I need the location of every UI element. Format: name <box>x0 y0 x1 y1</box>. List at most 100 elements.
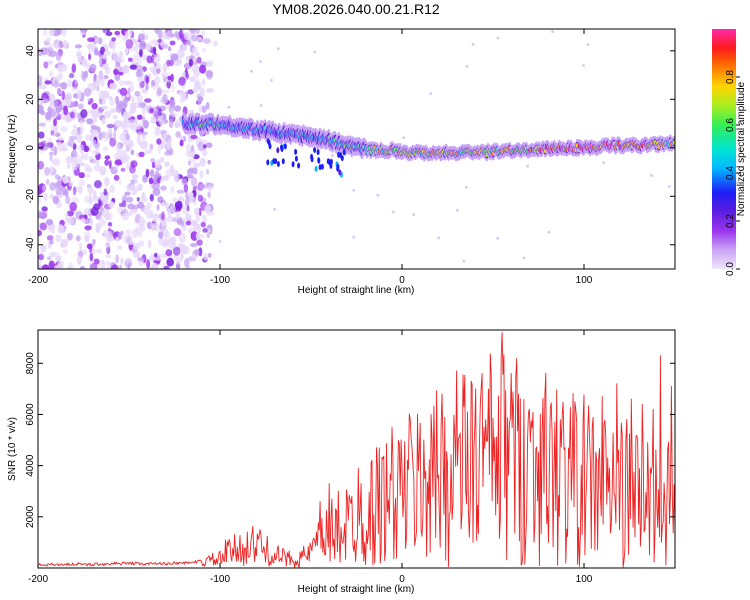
noise-blob <box>109 108 117 114</box>
noise-blob <box>78 243 83 251</box>
noise-blob <box>136 197 140 202</box>
noise-blob <box>207 185 213 192</box>
noise-blob <box>47 93 56 103</box>
noise-blob <box>57 136 64 142</box>
noise-blob <box>183 183 189 193</box>
noise-blob <box>114 159 123 166</box>
noise-blob <box>41 264 50 269</box>
noise-blob <box>169 40 176 46</box>
noise-blob <box>92 190 97 199</box>
noise-blob <box>88 109 96 114</box>
noise-blob <box>153 61 157 68</box>
noise-blob <box>147 239 152 248</box>
noise-blob <box>80 70 85 80</box>
noise-blob <box>43 61 49 69</box>
noise-blob <box>167 75 172 81</box>
noise-blob <box>121 200 127 208</box>
snr-frame <box>37 329 676 569</box>
noise-blob <box>138 216 145 227</box>
noise-blob <box>133 251 140 259</box>
noise-blob <box>55 51 62 61</box>
ridge-streak <box>329 162 333 169</box>
noise-blob <box>108 160 112 169</box>
noise-blob <box>109 184 115 193</box>
noise-blob <box>126 184 131 193</box>
noise-blob <box>103 75 109 80</box>
noise-blob <box>153 46 157 55</box>
noise-speck <box>586 43 590 46</box>
noise-blob <box>55 106 61 114</box>
noise-blob <box>132 186 140 193</box>
noise-blob <box>137 257 145 262</box>
noise-blob <box>131 174 139 180</box>
noise-blob <box>178 76 186 86</box>
noise-blob <box>125 133 130 141</box>
noise-blob <box>145 42 151 52</box>
noise-blob <box>149 193 154 202</box>
noise-blob <box>74 78 78 86</box>
noise-blob <box>197 194 204 202</box>
noise-blob <box>112 115 118 120</box>
noise-blob <box>117 245 123 251</box>
noise-blob <box>67 232 73 241</box>
noise-blob <box>157 29 163 39</box>
noise-blob <box>93 258 100 265</box>
noise-blob <box>191 63 200 73</box>
noise-blob <box>50 129 55 136</box>
noise-speck <box>465 186 468 189</box>
noise-blob <box>86 62 90 70</box>
noise-blob <box>83 208 90 216</box>
noise-speck <box>352 189 356 192</box>
noise-blob <box>56 29 62 36</box>
snr-y-ticks: 2000 4000 6000 8000 <box>25 352 675 528</box>
spectrogram-y-ticks: -40 -20 0 20 40 <box>25 45 675 252</box>
noise-blob <box>93 158 100 165</box>
noise-blob <box>146 221 153 230</box>
noise-speck <box>462 259 466 263</box>
noise-speck <box>259 104 263 107</box>
noise-blob <box>188 58 193 67</box>
noise-blob <box>39 222 47 231</box>
noise-blob <box>138 33 145 42</box>
noise-blob <box>124 47 129 55</box>
noise-blob <box>199 170 204 179</box>
noise-blob <box>70 128 79 136</box>
y-tick-label: 0 <box>25 145 36 151</box>
noise-blob <box>145 75 150 84</box>
noise-speck <box>522 256 526 260</box>
noise-blob <box>42 29 48 36</box>
colorbar-tick-label: 0.8 <box>725 70 736 84</box>
ridge-streak <box>338 169 342 176</box>
noise-blob <box>206 232 210 239</box>
snr-panel: 2000 4000 6000 8000 -200 -100 0 100 Height of … <box>7 329 676 595</box>
noise-speck <box>331 154 334 158</box>
noise-blob <box>72 186 77 196</box>
noise-blob <box>197 141 205 152</box>
noise-blob <box>138 102 146 108</box>
noise-blob <box>146 55 153 64</box>
noise-blob <box>132 53 141 61</box>
noise-blob <box>55 174 60 180</box>
noise-blob <box>88 245 93 254</box>
noise-blob <box>102 197 109 205</box>
y-tick-label: 20 <box>25 93 36 105</box>
noise-blob <box>55 252 61 262</box>
noise-blob <box>50 124 55 131</box>
noise-blob <box>124 80 132 85</box>
noise-blob <box>63 105 68 116</box>
noise-blob <box>114 30 121 36</box>
ridge-streak <box>310 156 314 163</box>
noise-blob <box>105 31 113 36</box>
noise-blob <box>201 214 207 223</box>
noise-blob <box>174 172 179 181</box>
noise-blob <box>167 208 171 219</box>
noise-blob <box>48 151 54 156</box>
noise-blob <box>40 110 46 116</box>
noise-blob <box>138 231 143 239</box>
noise-speck <box>496 36 500 40</box>
noise-blob <box>137 201 144 209</box>
noise-blob <box>109 137 117 147</box>
noise-blob <box>161 201 165 207</box>
noise-speck <box>352 235 356 239</box>
ridge-streak <box>297 162 301 169</box>
